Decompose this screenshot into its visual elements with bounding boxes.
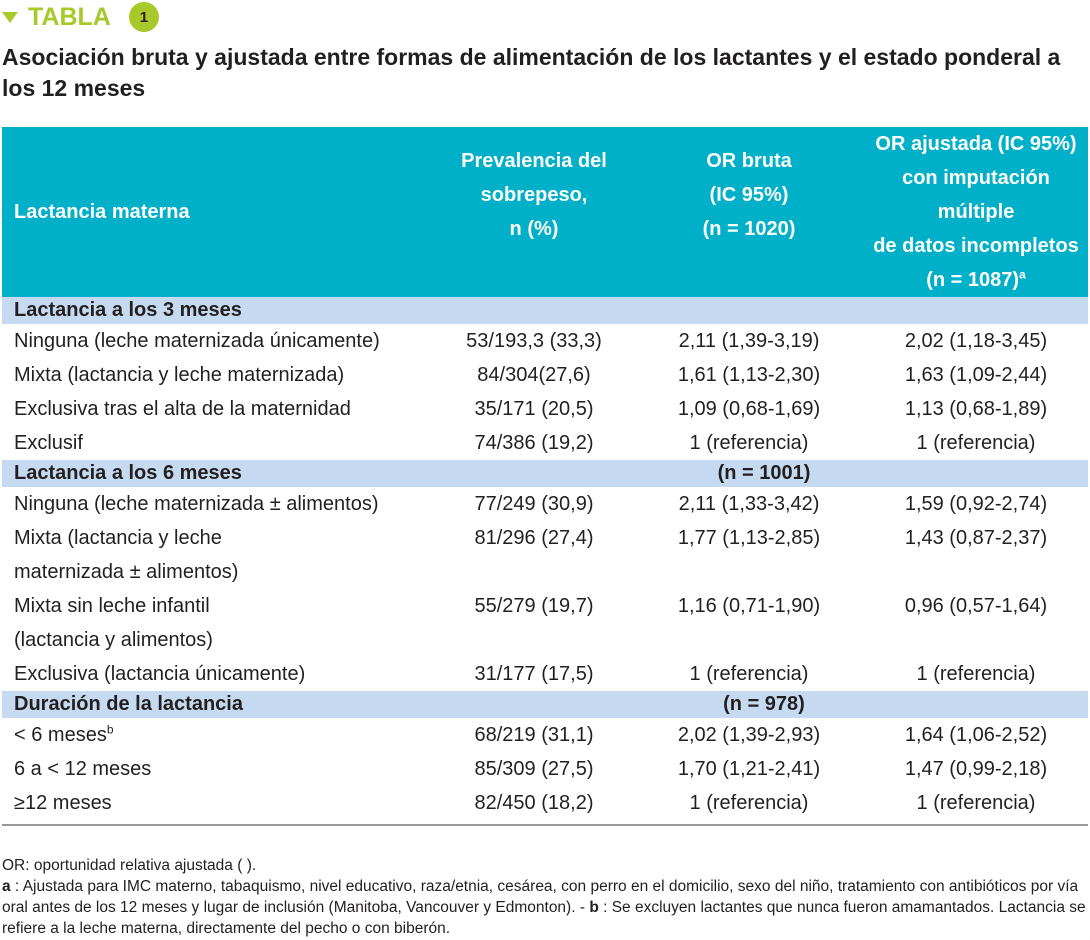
row-label: Mixta (lactancia y leche maternizada ± al… [14, 527, 239, 583]
row-label: Exclusif [14, 432, 83, 454]
section-n [434, 297, 864, 324]
data-table: Lactancia materna Prevalencia del sobrepe… [2, 127, 1088, 826]
prevalence-cell: 53/193,3 (33,3) [466, 330, 602, 352]
prevalence-cell: 77/249 (30,9) [474, 493, 594, 515]
section-row: Lactancia a los 6 meses (n = 1001) [2, 460, 1088, 487]
prevalence-cell: 35/171 (20,5) [474, 398, 594, 420]
footnote-ab: a : Ajustada para IMC materno, tabaquism… [2, 878, 1086, 937]
or-bruta-cell: 1,09 (0,68-1,69) [677, 398, 821, 420]
tag-label: TABLA [28, 2, 111, 31]
table-title: Asociación bruta y ajustada entre formas… [2, 44, 1061, 101]
header-prevalencia: Prevalencia del sobrepeso, n (%) [434, 127, 634, 297]
or-ajustada-cell: 1,64 (1,06-2,52) [904, 724, 1048, 746]
section-label: Lactancia a los 6 meses [2, 460, 434, 487]
or-bruta-cell: 1 (referencia) [689, 663, 809, 685]
prevalence-cell: 85/309 (27,5) [474, 758, 594, 780]
table-row: 6 a < 12 meses 85/309 (27,5) 1,70 (1,21-… [2, 752, 1088, 786]
header-row: Lactancia materna Prevalencia del sobrepe… [2, 127, 1088, 297]
prevalence-cell: 31/177 (17,5) [474, 663, 594, 685]
section-label: Lactancia a los 3 meses [2, 297, 434, 324]
or-bruta-cell: 1,77 (1,13-2,85) [677, 527, 821, 549]
row-label: Exclusiva (lactancia únicamente) [14, 663, 306, 685]
section-n: (n = 1001) [434, 460, 864, 487]
prevalence-cell: 74/386 (19,2) [474, 432, 594, 454]
or-bruta-cell: 1,16 (0,71-1,90) [677, 595, 821, 617]
triangle-down-icon [2, 11, 18, 23]
or-bruta-cell: 1 (referencia) [634, 786, 864, 826]
header-lactancia: Lactancia materna [2, 127, 434, 297]
prevalence-cell: 55/279 (19,7) [474, 595, 594, 617]
table-row: Exclusiva tras el alta de la maternidad … [2, 392, 1088, 426]
section-row: Duración de la lactancia (n = 978) [2, 691, 1088, 718]
prevalence-cell: 82/450 (18,2) [434, 786, 634, 826]
or-bruta-cell: 1 (referencia) [689, 432, 809, 454]
or-bruta-cell: 1,70 (1,21-2,41) [677, 758, 821, 780]
prevalence-cell: 68/219 (31,1) [474, 724, 594, 746]
header-or-ajustada: OR ajustada (IC 95%) con imputación múlti… [864, 127, 1088, 297]
table-row: ≥12 meses 82/450 (18,2) 1 (referencia) 1… [2, 786, 1088, 826]
or-bruta-cell: 2,11 (1,33-3,42) [678, 493, 820, 515]
footnotes: OR: oportunidad relativa ajustada ( ). a… [2, 855, 1088, 939]
or-ajustada-cell: 2,02 (1,18-3,45) [904, 330, 1048, 352]
row-label: Ninguna (leche maternizada únicamente) [14, 330, 380, 352]
table-row: Ninguna (leche maternizada únicamente) 5… [2, 324, 1088, 358]
or-ajustada-cell: 1,59 (0,92-2,74) [904, 493, 1048, 515]
row-label: Mixta (lactancia y leche maternizada) [14, 364, 345, 386]
or-ajustada-cell: 1,13 (0,68-1,89) [904, 398, 1048, 420]
or-bruta-cell: 1,61 (1,13-2,30) [677, 364, 821, 386]
or-ajustada-cell: 1,47 (0,99-2,18) [904, 758, 1048, 780]
or-ajustada-cell: 0,96 (0,57-1,64) [904, 595, 1048, 617]
table-row: Exclusiva (lactancia únicamente) 31/177 … [2, 657, 1088, 691]
table-row: Mixta sin leche infantil (lactancia y ali… [2, 589, 1088, 657]
section-label: Duración de la lactancia [2, 691, 434, 718]
table-tag: TABLA 1 [2, 2, 159, 32]
table-row: Mixta (lactancia y leche maternizada) 84… [2, 358, 1088, 392]
section-row: Lactancia a los 3 meses [2, 297, 1088, 324]
row-label: ≥12 meses [2, 786, 434, 826]
row-label: Ninguna (leche maternizada ± alimentos) [14, 493, 379, 515]
section-n: (n = 978) [434, 691, 864, 718]
row-label: < 6 mesesb [14, 722, 114, 746]
or-ajustada-cell: 1 (referencia) [916, 432, 1036, 454]
table-row: < 6 mesesb 68/219 (31,1) 2,02 (1,39-2,93… [2, 718, 1088, 752]
prevalence-cell: 81/296 (27,4) [474, 527, 594, 549]
or-ajustada-cell: 1,63 (1,09-2,44) [904, 364, 1048, 386]
prevalence-cell: 84/304(27,6) [477, 364, 591, 386]
or-ajustada-cell: 1 (referencia) [916, 663, 1036, 685]
row-label: 6 a < 12 meses [14, 758, 152, 780]
footnote-or: OR: oportunidad relativa ajustada ( ). [2, 857, 257, 874]
table-row: Exclusif 74/386 (19,2) 1 (referencia) 1 … [2, 426, 1088, 460]
table-row: Ninguna (leche maternizada ± alimentos) … [2, 487, 1088, 521]
row-label: Exclusiva tras el alta de la maternidad [14, 398, 351, 420]
or-bruta-cell: 2,11 (1,39-3,19) [678, 330, 820, 352]
or-ajustada-cell: 1 (referencia) [864, 786, 1088, 826]
header-or-bruta: OR bruta (IC 95%) (n = 1020) [634, 127, 864, 297]
or-ajustada-cell: 1,43 (0,87-2,37) [904, 527, 1048, 549]
table-number-badge: 1 [128, 2, 159, 32]
row-label: Mixta sin leche infantil (lactancia y ali… [14, 595, 213, 651]
table-row: Mixta (lactancia y leche maternizada ± al… [2, 521, 1088, 589]
or-bruta-cell: 2,02 (1,39-2,93) [677, 724, 821, 746]
